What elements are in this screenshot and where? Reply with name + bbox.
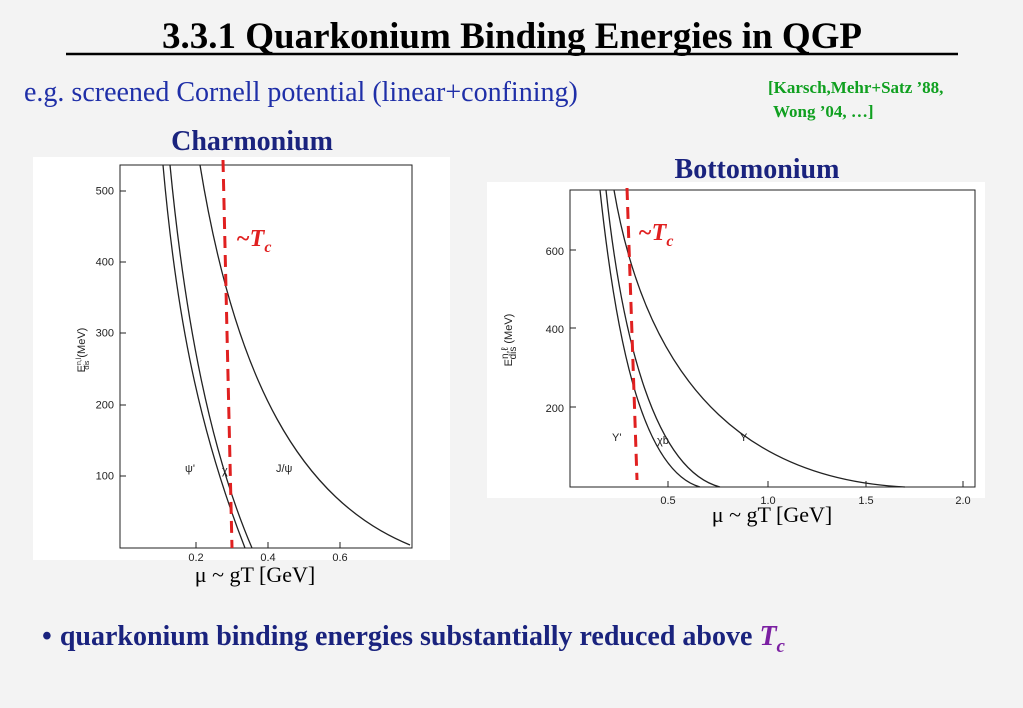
x-tick-label: 0.6 — [332, 552, 347, 564]
plot: 600 400 200 0.5 1.0 1.5 2.0 En,ℓdis (MeV) Υ' χb Υ — [500, 246, 971, 507]
y-label-unit: (MeV) — [503, 314, 515, 344]
tc-sub: c — [666, 233, 673, 250]
y-label: En,ldis (MeV) — [76, 328, 91, 373]
y-label-sup: n,l — [76, 357, 83, 365]
curve-label: ψ' — [185, 463, 195, 475]
curve-label: χb — [657, 435, 669, 447]
curve-label: J/ψ — [276, 463, 293, 475]
bullet-marker: • — [42, 621, 52, 652]
reference: [Karsch,Mehr+Satz ’88, — [768, 78, 943, 97]
y-label-sub: dis — [84, 360, 91, 369]
curve — [169, 164, 253, 549]
curve — [162, 164, 246, 549]
y-label-sub: dis — [508, 347, 519, 360]
y-label-unit: (MeV) — [76, 328, 88, 358]
x-label: μ ~ gT [GeV] — [712, 502, 832, 527]
plot-frame — [569, 189, 976, 488]
panel-title: Bottomonium — [675, 154, 840, 185]
y-tick-label: 300 — [96, 328, 114, 340]
subtitle: e.g. screened Cornell potential (linear+… — [24, 77, 578, 108]
bullet: • quarkonium binding energies substantial… — [42, 621, 786, 657]
tc-label: ~Tc — [638, 220, 673, 250]
curve — [613, 189, 906, 488]
bullet-em: T — [759, 621, 778, 652]
tc-line — [625, 187, 639, 481]
y-tick-label: 600 — [546, 246, 564, 258]
bullet-sub: c — [777, 636, 786, 657]
x-label: μ ~ gT [GeV] — [195, 562, 315, 587]
y-tick-label: 400 — [546, 324, 564, 336]
plot-panel — [33, 157, 450, 560]
y-tick-label: 500 — [96, 186, 114, 198]
x-tick-label: 2.0 — [955, 495, 970, 507]
plot-panel — [487, 182, 985, 498]
curve-label: Υ — [740, 432, 748, 444]
y-label: En,ℓdis (MeV) — [500, 314, 519, 367]
x-tick-label: 1.0 — [760, 495, 775, 507]
y-label-sup: n,ℓ — [500, 347, 511, 359]
x-tick-label: 0.4 — [260, 552, 275, 564]
curve — [199, 164, 411, 546]
reference: Wong ’04, …] — [773, 102, 874, 121]
panel-title: Charmonium — [171, 126, 333, 157]
bullet-text: quarkonium binding energies substantiall… — [60, 621, 760, 652]
plot-frame — [119, 164, 413, 549]
y-tick-label: 200 — [96, 400, 114, 412]
tc-text: ~T — [236, 226, 266, 252]
tc-sub: c — [264, 239, 271, 256]
y-tick-label: 400 — [96, 257, 114, 269]
tc-label: ~Tc — [236, 226, 271, 256]
y-tick-label: 100 — [96, 471, 114, 483]
tc-line — [221, 159, 234, 549]
y-tick-label: 200 — [546, 403, 564, 415]
title: 3.3.1 Quarkonium Binding Energies in QGP — [162, 16, 862, 57]
y-label-main: E — [76, 365, 88, 372]
tc-text: ~T — [638, 220, 668, 246]
x-tick-label: 1.5 — [858, 495, 873, 507]
x-tick-label: 0.5 — [660, 495, 675, 507]
curve — [605, 189, 721, 488]
y-label-main: E — [503, 359, 515, 366]
x-tick-label: 0.2 — [188, 552, 203, 564]
curve-label: Υ' — [612, 432, 621, 444]
